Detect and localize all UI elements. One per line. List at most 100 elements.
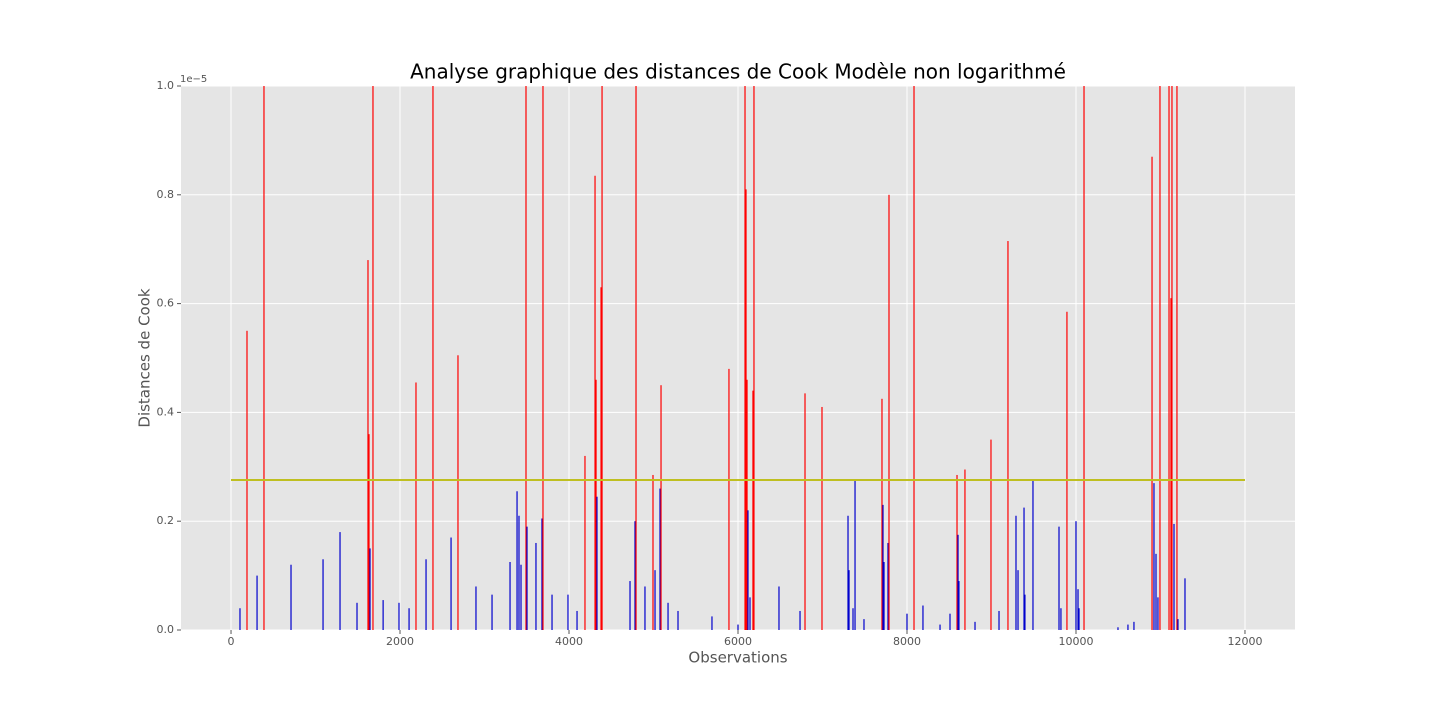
y-tick-label: 1.0 [157, 79, 175, 92]
bar [957, 534, 959, 630]
bar [415, 382, 417, 630]
bar [541, 518, 543, 630]
bar [256, 575, 258, 630]
bar [799, 610, 801, 630]
bar [804, 393, 806, 630]
bar [339, 532, 341, 630]
bar [518, 515, 520, 630]
bar [747, 510, 749, 630]
bar [542, 86, 544, 630]
bar [526, 526, 528, 630]
bar [576, 610, 578, 630]
bar [949, 613, 951, 630]
bar [594, 175, 596, 630]
bar [475, 586, 477, 630]
bar [888, 194, 890, 630]
bar [659, 488, 661, 630]
bar [1171, 86, 1173, 630]
bar [1023, 507, 1025, 630]
bar [1117, 627, 1119, 630]
bar [601, 86, 603, 630]
bar [746, 379, 748, 630]
bar [1075, 521, 1077, 630]
bar [535, 542, 537, 630]
bar [356, 602, 358, 630]
bar [1083, 86, 1085, 630]
bar [974, 621, 976, 630]
bar [939, 624, 941, 630]
bar [1170, 298, 1172, 630]
bar [1151, 156, 1153, 630]
bar [629, 581, 631, 630]
bar [1127, 624, 1129, 630]
bar [1173, 523, 1175, 630]
bar [425, 559, 427, 630]
bar [881, 398, 883, 630]
bar [634, 521, 636, 630]
x-tick-label: 0 [228, 635, 235, 648]
bar [778, 586, 780, 630]
bar [635, 86, 637, 630]
x-tick-label: 12000 [1227, 635, 1262, 648]
bar [745, 189, 747, 630]
bar [677, 610, 679, 630]
bar [1078, 608, 1080, 630]
bar [450, 537, 452, 630]
bar [887, 542, 889, 630]
bar [660, 385, 662, 630]
bar [584, 455, 586, 630]
bar [854, 480, 856, 630]
bar [600, 287, 602, 630]
bar [744, 86, 746, 630]
bar [753, 86, 755, 630]
bar [457, 355, 459, 630]
bar [369, 548, 371, 630]
bar [520, 564, 522, 630]
bar [567, 594, 569, 630]
bar [1177, 619, 1179, 630]
bar [263, 86, 265, 630]
bar [882, 504, 884, 630]
bar [398, 602, 400, 630]
bar [654, 570, 656, 630]
bar [239, 608, 241, 630]
bar [1015, 515, 1017, 630]
bar [990, 439, 992, 630]
x-tick-label: 10000 [1058, 635, 1093, 648]
bar [290, 564, 292, 630]
bar [595, 379, 597, 630]
bar [883, 562, 885, 630]
bar [652, 474, 654, 630]
bar [1133, 621, 1135, 630]
bar [749, 597, 751, 630]
bar [516, 491, 518, 630]
bar [1184, 578, 1186, 630]
bar [1058, 526, 1060, 630]
x-tick-label: 4000 [555, 635, 583, 648]
bar [644, 586, 646, 630]
x-tick-label: 2000 [386, 635, 414, 648]
bar [1024, 594, 1026, 630]
bar [922, 605, 924, 630]
bar [1155, 553, 1157, 630]
bar [752, 390, 754, 630]
bar [551, 594, 553, 630]
bar [998, 610, 1000, 630]
x-tick-label: 6000 [724, 635, 752, 648]
bar [1066, 311, 1068, 630]
chart-title: Analyse graphique des distances de Cook … [410, 60, 1066, 84]
bar [958, 581, 960, 630]
bar [1077, 589, 1079, 630]
y-tick-label: 0.8 [157, 188, 175, 201]
bar [848, 570, 850, 630]
bar [432, 86, 434, 630]
bar [322, 559, 324, 630]
bar [847, 515, 849, 630]
bar [596, 496, 598, 630]
bar [906, 613, 908, 630]
bar [964, 469, 966, 630]
x-axis-label: Observations [688, 649, 787, 667]
bar [711, 616, 713, 630]
bar [667, 602, 669, 630]
